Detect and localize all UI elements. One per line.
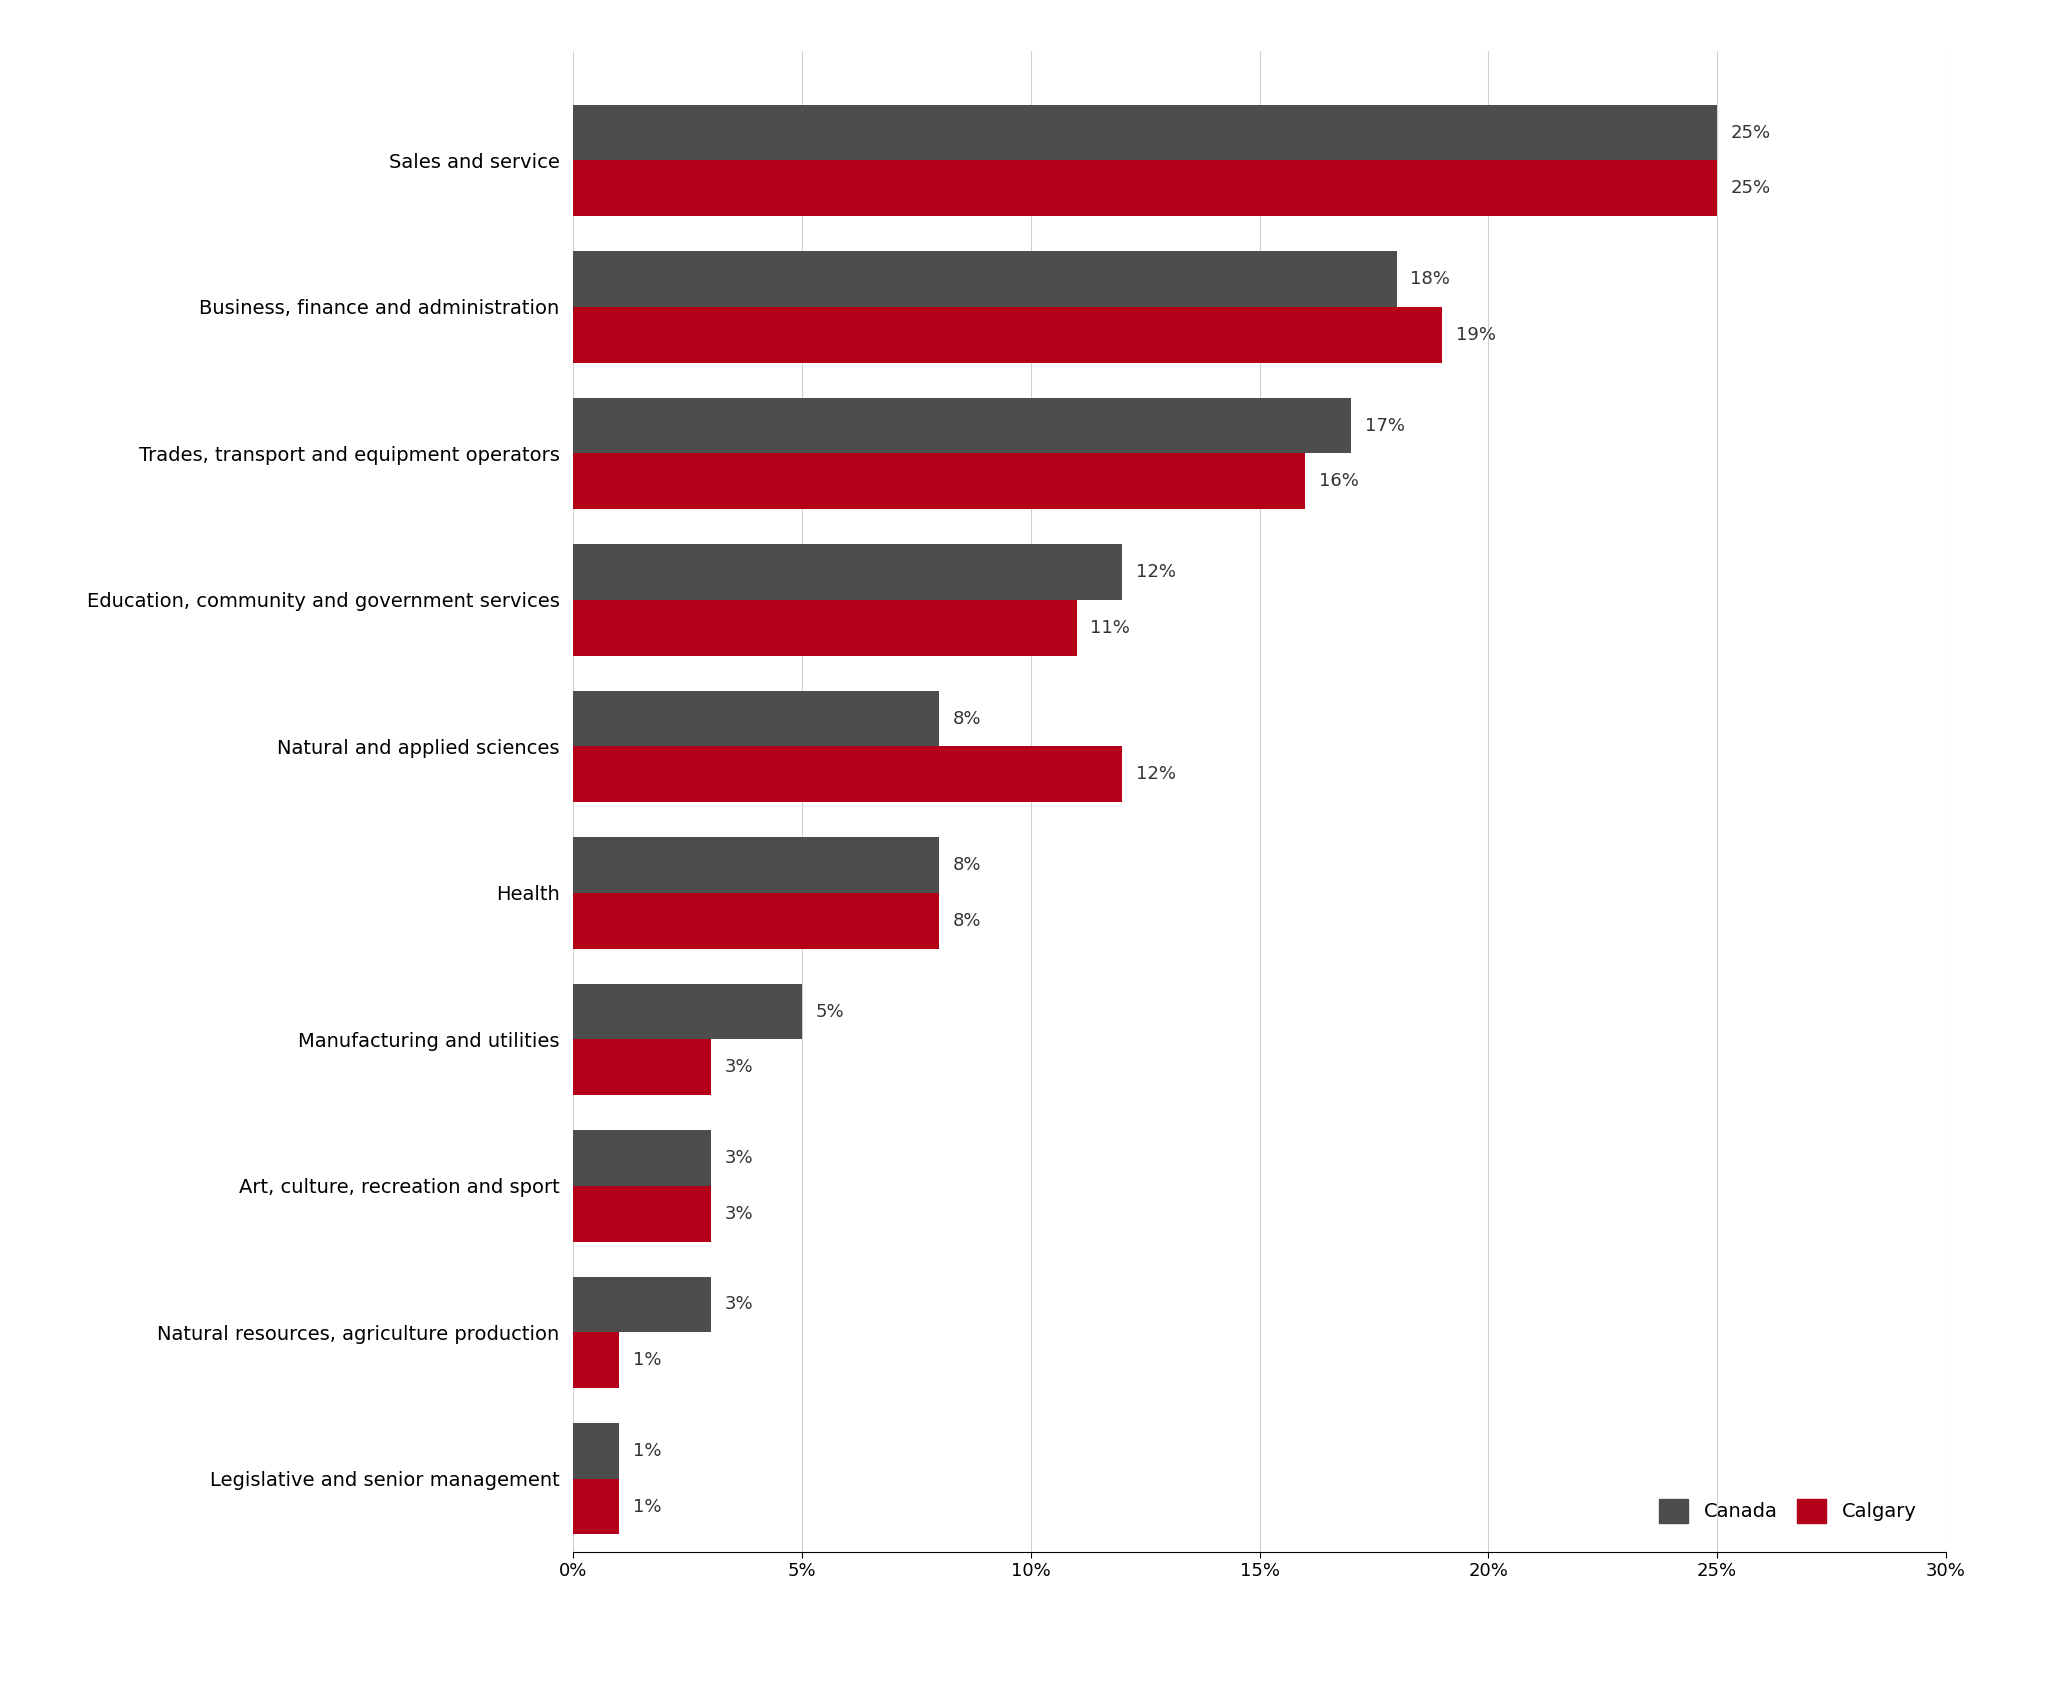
Bar [573, 105, 1716, 160]
Bar [573, 1333, 618, 1388]
Legend: Canada, Calgary: Canada, Calgary [1638, 1479, 1935, 1542]
Text: 12%: 12% [1137, 766, 1176, 783]
Text: 8%: 8% [952, 911, 981, 930]
Text: 12%: 12% [1137, 563, 1176, 580]
Bar [573, 690, 940, 746]
Text: 3%: 3% [725, 1296, 754, 1314]
Text: 1%: 1% [633, 1498, 662, 1515]
Text: 8%: 8% [952, 855, 981, 874]
Bar [573, 545, 1122, 601]
Bar [573, 1479, 618, 1535]
Text: 8%: 8% [952, 710, 981, 727]
Bar [573, 454, 1305, 509]
Bar [573, 160, 1716, 216]
Bar [573, 1039, 711, 1095]
Bar [573, 746, 1122, 801]
Text: 25%: 25% [1731, 123, 1772, 142]
Bar [573, 398, 1352, 454]
Bar [573, 1186, 711, 1242]
Text: 17%: 17% [1364, 417, 1405, 435]
Bar [573, 1277, 711, 1333]
Text: 11%: 11% [1090, 619, 1130, 636]
Text: 1%: 1% [633, 1351, 662, 1370]
Text: 19%: 19% [1456, 326, 1497, 344]
Bar [573, 307, 1442, 363]
Bar [573, 892, 940, 948]
Text: 3%: 3% [725, 1205, 754, 1223]
Bar [573, 601, 1077, 656]
Bar [573, 984, 803, 1039]
Bar [573, 1424, 618, 1479]
Text: 18%: 18% [1411, 270, 1450, 288]
Bar [573, 251, 1397, 307]
Bar [573, 1130, 711, 1186]
Text: 1%: 1% [633, 1442, 662, 1459]
Text: 3%: 3% [725, 1058, 754, 1076]
Text: 25%: 25% [1731, 179, 1772, 197]
Text: 3%: 3% [725, 1149, 754, 1167]
Text: 16%: 16% [1319, 472, 1360, 491]
Text: 5%: 5% [815, 1002, 844, 1021]
Bar [573, 837, 940, 892]
